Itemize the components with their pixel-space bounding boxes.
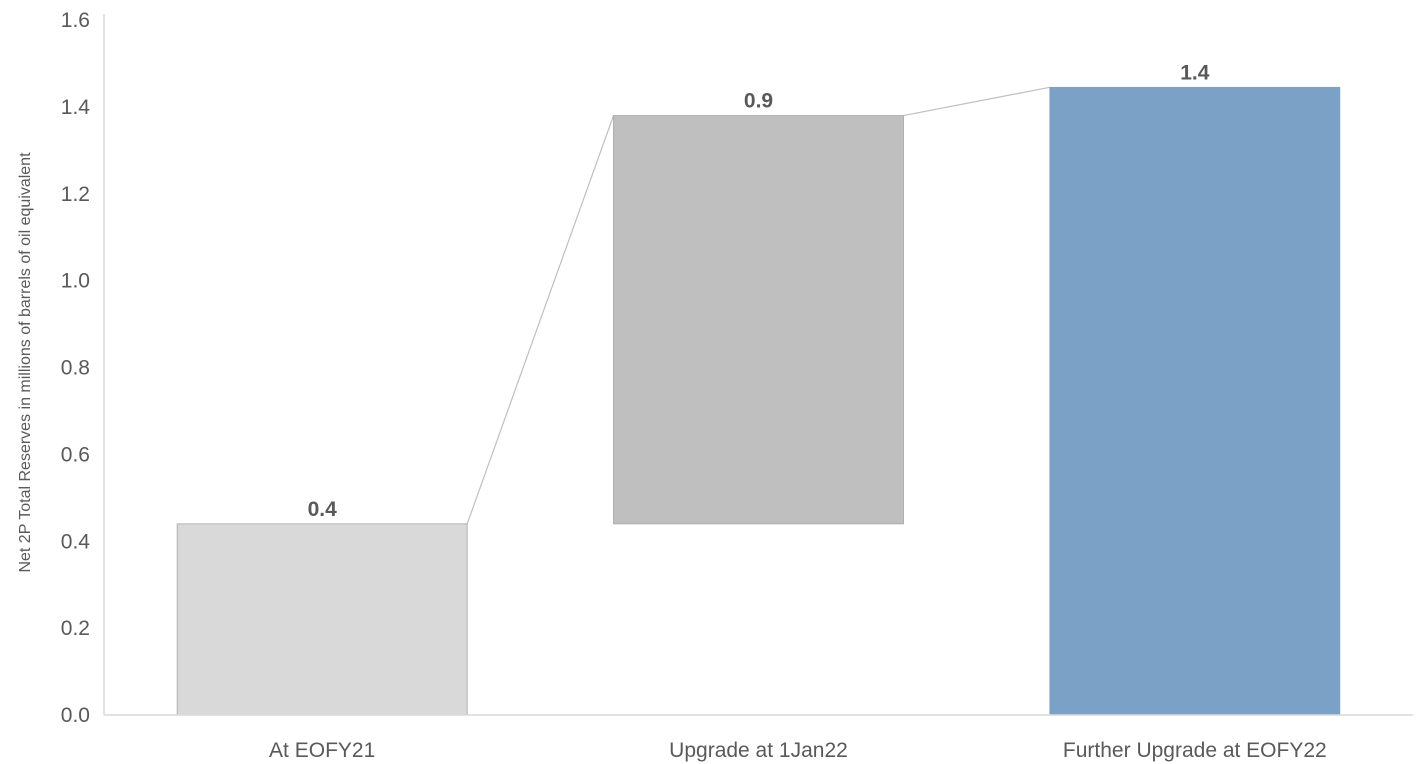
y-tick-label: 1.4	[61, 96, 91, 119]
data-labels: 0.4 0.9 1.4	[308, 61, 1210, 521]
y-axis-title-group: Net 2P Total Reserves in millions of bar…	[17, 152, 34, 573]
y-tick-label: 0.8	[61, 357, 90, 380]
y-tick-label: 1.6	[61, 9, 90, 32]
y-tick-label: 1.0	[61, 270, 90, 293]
bar	[1049, 86, 1341, 716]
y-tick-label: 0.4	[61, 530, 91, 553]
data-label: 1.4	[1180, 61, 1210, 84]
connector-lines	[466, 86, 1050, 525]
y-tick-label: 1.2	[61, 183, 90, 206]
category-label: Upgrade at 1Jan22	[669, 739, 848, 762]
y-tick-label: 0.6	[61, 443, 90, 466]
y-tick-labels: 0.0 0.2 0.4 0.6 0.8 1.0 1.2 1.4 1.6	[61, 9, 91, 727]
bar	[613, 115, 904, 525]
bar	[176, 523, 468, 716]
y-tick-label: 0.0	[61, 704, 90, 727]
bars	[176, 86, 1341, 716]
category-label: Further Upgrade at EOFY22	[1063, 739, 1327, 762]
connector-line	[903, 86, 1050, 117]
data-label: 0.4	[308, 498, 338, 521]
y-axis-title: Net 2P Total Reserves in millions of bar…	[17, 152, 34, 573]
connector-line	[466, 115, 615, 525]
y-tick-label: 0.2	[61, 617, 90, 640]
category-label: At EOFY21	[269, 739, 375, 762]
category-labels: At EOFY21 Upgrade at 1Jan22 Further Upgrad…	[269, 739, 1327, 762]
data-label: 0.9	[744, 90, 773, 113]
